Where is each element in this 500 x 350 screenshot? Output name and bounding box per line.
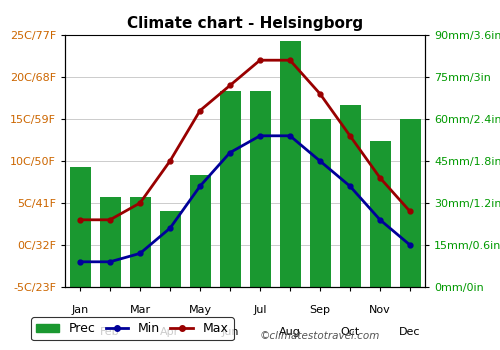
Bar [340, 105, 360, 287]
Bar [280, 41, 300, 287]
Text: Nov: Nov [369, 304, 391, 315]
Bar [100, 197, 120, 287]
Title: Climate chart - Helsingborg: Climate chart - Helsingborg [127, 16, 363, 31]
Bar [190, 175, 210, 287]
Bar [310, 119, 330, 287]
Bar [160, 211, 180, 287]
Text: Apr: Apr [160, 327, 180, 337]
Text: Jan: Jan [72, 304, 88, 315]
Bar [250, 91, 270, 287]
Bar [400, 119, 420, 287]
Bar [130, 197, 150, 287]
Text: Oct: Oct [340, 327, 359, 337]
Bar [220, 91, 240, 287]
Text: ©climatestotravel.com: ©climatestotravel.com [260, 331, 380, 341]
Bar [370, 141, 390, 287]
Bar [70, 167, 90, 287]
Text: Jul: Jul [254, 304, 267, 315]
Text: Feb: Feb [100, 327, 120, 337]
Text: Sep: Sep [310, 304, 330, 315]
Text: Mar: Mar [130, 304, 150, 315]
Text: Dec: Dec [399, 327, 421, 337]
Text: May: May [188, 304, 212, 315]
Text: Aug: Aug [279, 327, 301, 337]
Legend: Prec, Min, Max: Prec, Min, Max [31, 317, 234, 340]
Text: Jun: Jun [221, 327, 239, 337]
